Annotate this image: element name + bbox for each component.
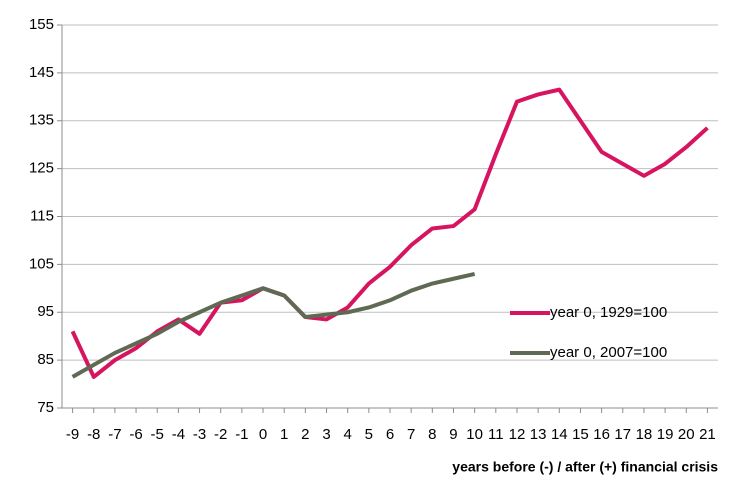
y-tick-label: 75 xyxy=(37,399,54,416)
x-tick-label: -7 xyxy=(108,426,121,443)
x-tick-label: 11 xyxy=(488,426,504,443)
x-tick-label: 14 xyxy=(551,426,568,443)
y-tick-label: 125 xyxy=(29,160,54,177)
x-tick-label: -2 xyxy=(214,426,227,443)
x-tick-label: 13 xyxy=(530,426,547,443)
y-tick-label: 145 xyxy=(29,64,54,81)
x-tick-label: 3 xyxy=(322,426,330,443)
y-tick-label: 85 xyxy=(37,351,54,368)
y-tick-label: 105 xyxy=(29,255,54,272)
x-tick-label: 21 xyxy=(699,426,716,443)
x-tick-label: 4 xyxy=(344,426,352,443)
legend-label: year 0, 2007=100 xyxy=(550,344,667,361)
x-tick-label: 9 xyxy=(449,426,457,443)
x-tick-label: -4 xyxy=(172,426,185,443)
x-tick-label: 8 xyxy=(428,426,436,443)
x-tick-label: 5 xyxy=(365,426,373,443)
x-tick-label: 0 xyxy=(259,426,267,443)
x-tick-label: 6 xyxy=(386,426,394,443)
x-tick-label: 16 xyxy=(593,426,610,443)
y-tick-label: 95 xyxy=(37,303,54,320)
y-tick-label: 135 xyxy=(29,112,54,129)
y-tick-label: 155 xyxy=(29,16,54,33)
data-line xyxy=(70,87,709,379)
x-tick-label: 18 xyxy=(636,426,653,443)
x-axis-label: years before (-) / after (+) financial c… xyxy=(452,459,718,475)
x-tick-label: 10 xyxy=(466,426,483,443)
x-tick-label: 2 xyxy=(301,426,309,443)
x-tick-label: 19 xyxy=(657,426,674,443)
x-tick-label: 15 xyxy=(572,426,589,443)
x-tick-label: -9 xyxy=(66,426,79,443)
x-tick-label: -1 xyxy=(235,426,248,443)
data-line xyxy=(71,271,476,379)
x-tick-label: -3 xyxy=(193,426,206,443)
x-tick-label: 7 xyxy=(407,426,415,443)
x-tick-label: 12 xyxy=(509,426,526,443)
x-tick-label: 1 xyxy=(280,426,288,443)
x-tick-label: 20 xyxy=(678,426,695,443)
x-tick-label: -6 xyxy=(129,426,142,443)
legend-label: year 0, 1929=100 xyxy=(550,304,667,321)
y-tick-label: 115 xyxy=(30,207,54,224)
x-tick-label: -8 xyxy=(87,426,100,443)
x-tick-label: -5 xyxy=(151,426,164,443)
x-tick-label: 17 xyxy=(614,426,631,443)
